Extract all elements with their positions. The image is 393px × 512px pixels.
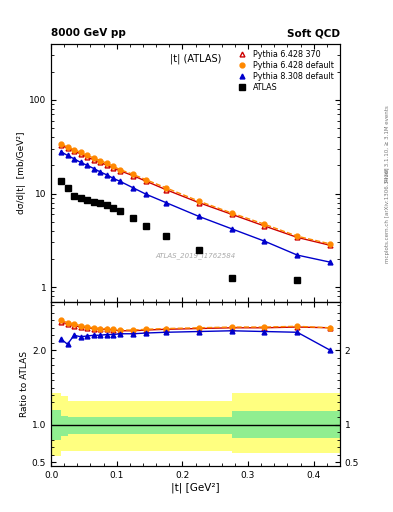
- Pythia 8.308 default: [72, 156, 76, 162]
- Pythia 6.428 370: [59, 142, 63, 148]
- Pythia 6.428 default: [111, 163, 116, 169]
- Text: ATLAS_2019_I1762584: ATLAS_2019_I1762584: [155, 252, 236, 259]
- Line: ATLAS: ATLAS: [58, 179, 300, 283]
- Text: Rivet 3.1.10, ≥ 3.1M events: Rivet 3.1.10, ≥ 3.1M events: [385, 105, 389, 182]
- Pythia 8.308 default: [131, 185, 136, 191]
- Pythia 6.428 370: [72, 148, 76, 154]
- Pythia 6.428 default: [85, 153, 90, 159]
- Pythia 6.428 default: [328, 241, 332, 247]
- ATLAS: [144, 223, 149, 229]
- ATLAS: [85, 197, 90, 203]
- Pythia 6.428 default: [262, 221, 267, 227]
- Pythia 8.308 default: [78, 159, 83, 165]
- ATLAS: [59, 178, 63, 184]
- Pythia 6.428 370: [131, 173, 136, 179]
- Pythia 8.308 default: [262, 238, 267, 244]
- Pythia 6.428 default: [229, 210, 234, 216]
- Pythia 8.308 default: [59, 148, 63, 155]
- Pythia 6.428 370: [144, 178, 149, 184]
- Pythia 6.428 370: [262, 223, 267, 229]
- ATLAS: [92, 199, 96, 205]
- Pythia 6.428 default: [65, 144, 70, 150]
- Pythia 6.428 370: [118, 168, 122, 174]
- Text: 8000 GeV pp: 8000 GeV pp: [51, 28, 126, 38]
- ATLAS: [65, 185, 70, 191]
- Pythia 6.428 370: [78, 151, 83, 157]
- ATLAS: [111, 205, 116, 211]
- Pythia 8.308 default: [111, 175, 116, 181]
- Pythia 8.308 default: [65, 153, 70, 159]
- Legend: Pythia 6.428 370, Pythia 6.428 default, Pythia 8.308 default, ATLAS: Pythia 6.428 370, Pythia 6.428 default, …: [233, 48, 336, 94]
- Pythia 8.308 default: [163, 200, 168, 206]
- Pythia 8.308 default: [144, 191, 149, 198]
- Pythia 6.428 default: [163, 185, 168, 191]
- Text: mcplots.cern.ch [arXiv:1306.3436]: mcplots.cern.ch [arXiv:1306.3436]: [385, 167, 389, 263]
- Pythia 6.428 370: [196, 200, 201, 206]
- ATLAS: [196, 247, 201, 253]
- Pythia 8.308 default: [295, 252, 299, 258]
- Pythia 6.428 default: [196, 198, 201, 204]
- Pythia 8.308 default: [328, 259, 332, 265]
- Pythia 6.428 default: [98, 158, 103, 164]
- Pythia 6.428 370: [295, 234, 299, 241]
- ATLAS: [72, 193, 76, 199]
- Pythia 8.308 default: [118, 178, 122, 184]
- Pythia 6.428 370: [65, 145, 70, 151]
- Pythia 6.428 default: [78, 150, 83, 156]
- Line: Pythia 8.308 default: Pythia 8.308 default: [59, 149, 332, 265]
- Pythia 6.428 370: [85, 154, 90, 160]
- Pythia 6.428 370: [328, 242, 332, 248]
- Y-axis label: Ratio to ATLAS: Ratio to ATLAS: [20, 351, 29, 417]
- Text: |t| (ATLAS): |t| (ATLAS): [170, 54, 221, 65]
- Pythia 8.308 default: [105, 172, 109, 178]
- Pythia 6.428 default: [118, 166, 122, 173]
- Pythia 6.428 default: [92, 155, 96, 161]
- ATLAS: [98, 200, 103, 206]
- Pythia 8.308 default: [92, 165, 96, 172]
- Text: Soft QCD: Soft QCD: [287, 28, 340, 38]
- Pythia 6.428 370: [92, 157, 96, 163]
- Pythia 6.428 370: [229, 211, 234, 218]
- ATLAS: [295, 276, 299, 283]
- Pythia 8.308 default: [229, 226, 234, 232]
- Pythia 8.308 default: [196, 214, 201, 220]
- Pythia 6.428 370: [111, 165, 116, 171]
- Pythia 6.428 default: [72, 146, 76, 153]
- Pythia 6.428 370: [105, 162, 109, 168]
- ATLAS: [131, 215, 136, 221]
- Pythia 6.428 default: [144, 177, 149, 183]
- Pythia 8.308 default: [98, 169, 103, 175]
- Pythia 6.428 default: [131, 172, 136, 178]
- ATLAS: [78, 195, 83, 201]
- X-axis label: |t| [GeV²]: |t| [GeV²]: [171, 482, 220, 493]
- Pythia 6.428 default: [105, 160, 109, 166]
- ATLAS: [229, 275, 234, 281]
- Pythia 8.308 default: [85, 162, 90, 168]
- Pythia 6.428 default: [59, 141, 63, 147]
- Pythia 6.428 default: [295, 233, 299, 239]
- ATLAS: [105, 202, 109, 208]
- Y-axis label: dσ/d|t|  [mb/GeV²]: dσ/d|t| [mb/GeV²]: [17, 132, 26, 214]
- Pythia 6.428 370: [163, 186, 168, 193]
- Line: Pythia 6.428 370: Pythia 6.428 370: [59, 142, 332, 248]
- ATLAS: [163, 233, 168, 239]
- Pythia 6.428 370: [98, 159, 103, 165]
- ATLAS: [118, 208, 122, 214]
- Line: Pythia 6.428 default: Pythia 6.428 default: [59, 141, 332, 246]
